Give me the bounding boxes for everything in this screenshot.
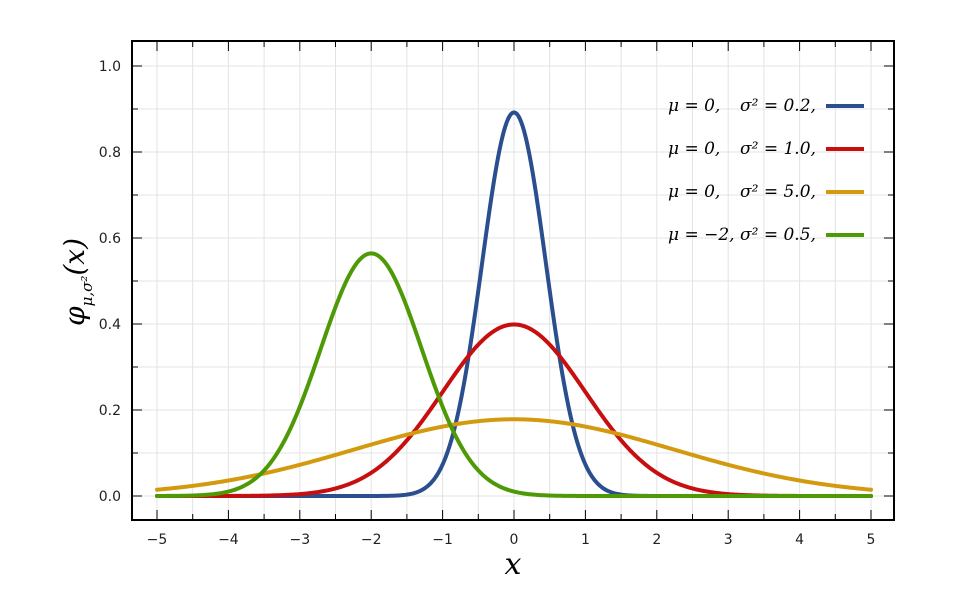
legend-mu-label: μ = 0, — [668, 139, 720, 159]
x-tick-label: 1 — [581, 532, 590, 548]
y-axis-label-subscript: μ,σ² — [78, 276, 96, 307]
y-tick-label: 0.4 — [99, 317, 121, 333]
legend-mu-label: μ = 0, — [668, 96, 720, 116]
legend-sigma-label: σ² = 0.2, — [740, 96, 816, 116]
x-tick-label: −1 — [432, 532, 453, 548]
x-axis-label: x — [505, 547, 522, 582]
x-tick-label: −3 — [289, 532, 310, 548]
y-tick-label: 0.8 — [99, 145, 121, 161]
legend-sigma-label: σ² = 5.0, — [740, 182, 816, 202]
x-tick-label: −4 — [218, 532, 239, 548]
y-axis-label-symbol: φ — [58, 306, 91, 326]
x-tick-label: 5 — [867, 532, 876, 548]
plot-curves — [155, 110, 873, 498]
legend-mu-label: μ = −2, — [668, 225, 735, 245]
y-axis-label: φμ,σ²(x) — [58, 238, 96, 326]
series-curve-4 — [155, 251, 873, 498]
x-tick-label: 3 — [724, 532, 733, 548]
x-tick-label: 4 — [795, 532, 804, 548]
x-tick-labels: −5 −4 −3 −2 −1 0 1 2 3 4 5 — [147, 532, 876, 548]
axis-ticks — [132, 41, 894, 520]
y-tick-label: 0.0 — [99, 489, 121, 505]
y-tick-label: 0.2 — [99, 403, 121, 419]
x-tick-label: −2 — [361, 532, 382, 548]
legend: μ = 0, σ² = 0.2, μ = 0, σ² = 1.0, μ = 0, σ² =… — [668, 96, 864, 245]
x-tick-label: 2 — [652, 532, 661, 548]
y-tick-label: 1.0 — [99, 59, 121, 75]
x-tick-label: −5 — [147, 532, 168, 548]
x-tick-label: 0 — [510, 532, 519, 548]
legend-sigma-label: σ² = 0.5, — [740, 225, 816, 245]
y-axis-label-argument: (x) — [58, 238, 91, 276]
legend-mu-label: μ = 0, — [668, 182, 720, 202]
series-curve-3 — [155, 417, 873, 492]
legend-sigma-label: σ² = 1.0, — [740, 139, 816, 159]
y-tick-labels: 0.0 0.2 0.4 0.6 0.8 1.0 — [99, 59, 121, 505]
y-tick-label: 0.6 — [99, 231, 121, 247]
